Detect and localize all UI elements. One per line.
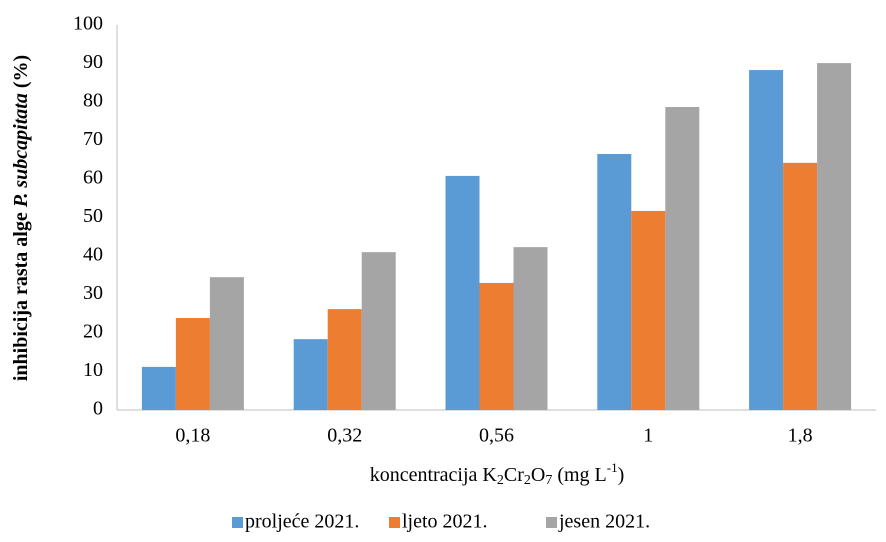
y-axis-title: inhibicija rasta alge P. subcapitata (%) xyxy=(10,55,32,381)
x-axis-title-part: Cr xyxy=(504,464,524,486)
legend-label: proljeće 2021. xyxy=(245,511,359,533)
x-tick-label: 0,18 xyxy=(175,425,210,447)
legend-label: jesen 2021. xyxy=(558,511,650,533)
x-tick-label: 0,56 xyxy=(479,425,514,447)
legend-swatch xyxy=(389,517,400,528)
x-tick-label: 1 xyxy=(643,425,653,447)
bar xyxy=(361,252,396,410)
bar xyxy=(479,282,514,410)
x-tick-label: 1,8 xyxy=(788,425,813,447)
y-tick-label: 100 xyxy=(73,13,103,35)
y-tick-label: 70 xyxy=(83,128,103,150)
legend-swatch xyxy=(546,517,557,528)
y-axis-title-part: (%) xyxy=(10,55,32,93)
y-tick-label: 0 xyxy=(93,398,103,420)
y-tick-label: 90 xyxy=(83,51,103,73)
y-tick-label: 10 xyxy=(83,359,103,381)
bar xyxy=(327,309,362,410)
y-tick-label: 20 xyxy=(83,321,103,343)
x-tick-label: 0,32 xyxy=(327,425,362,447)
x-axis-title-part: 2 xyxy=(497,473,504,488)
x-axis-title-part: (mg L xyxy=(552,464,606,486)
y-axis-title-part: P. subcapitata xyxy=(10,93,32,208)
bar xyxy=(631,210,666,410)
legend-swatch xyxy=(232,517,243,528)
y-tick-label: 50 xyxy=(83,205,103,227)
bar xyxy=(445,175,480,410)
x-axis-title: koncentracija K2Cr2O7 (mg L-1) xyxy=(370,460,625,488)
x-axis-title-part: 7 xyxy=(545,473,552,488)
y-axis-title-part: inhibicija rasta alge xyxy=(10,207,32,381)
y-tick-label: 80 xyxy=(83,90,103,112)
bar xyxy=(141,366,176,410)
bar xyxy=(209,277,244,410)
x-axis-title-part: ) xyxy=(618,464,625,486)
y-tick-label: 60 xyxy=(83,167,103,189)
x-axis-title-part: 2 xyxy=(524,473,531,488)
bar xyxy=(597,153,632,410)
y-tick-label: 30 xyxy=(83,282,103,304)
legend-label: ljeto 2021. xyxy=(402,511,488,533)
x-axis-title-part: O xyxy=(531,464,545,486)
bar xyxy=(783,162,818,410)
bar xyxy=(293,339,328,410)
bar xyxy=(175,317,210,410)
x-axis-title-part: koncentracija K xyxy=(370,464,498,486)
y-tick-label: 40 xyxy=(83,244,103,266)
x-axis-title-part: -1 xyxy=(607,460,618,475)
bar xyxy=(665,107,700,410)
bar xyxy=(749,70,784,411)
bar xyxy=(817,63,852,411)
bar xyxy=(513,247,548,410)
